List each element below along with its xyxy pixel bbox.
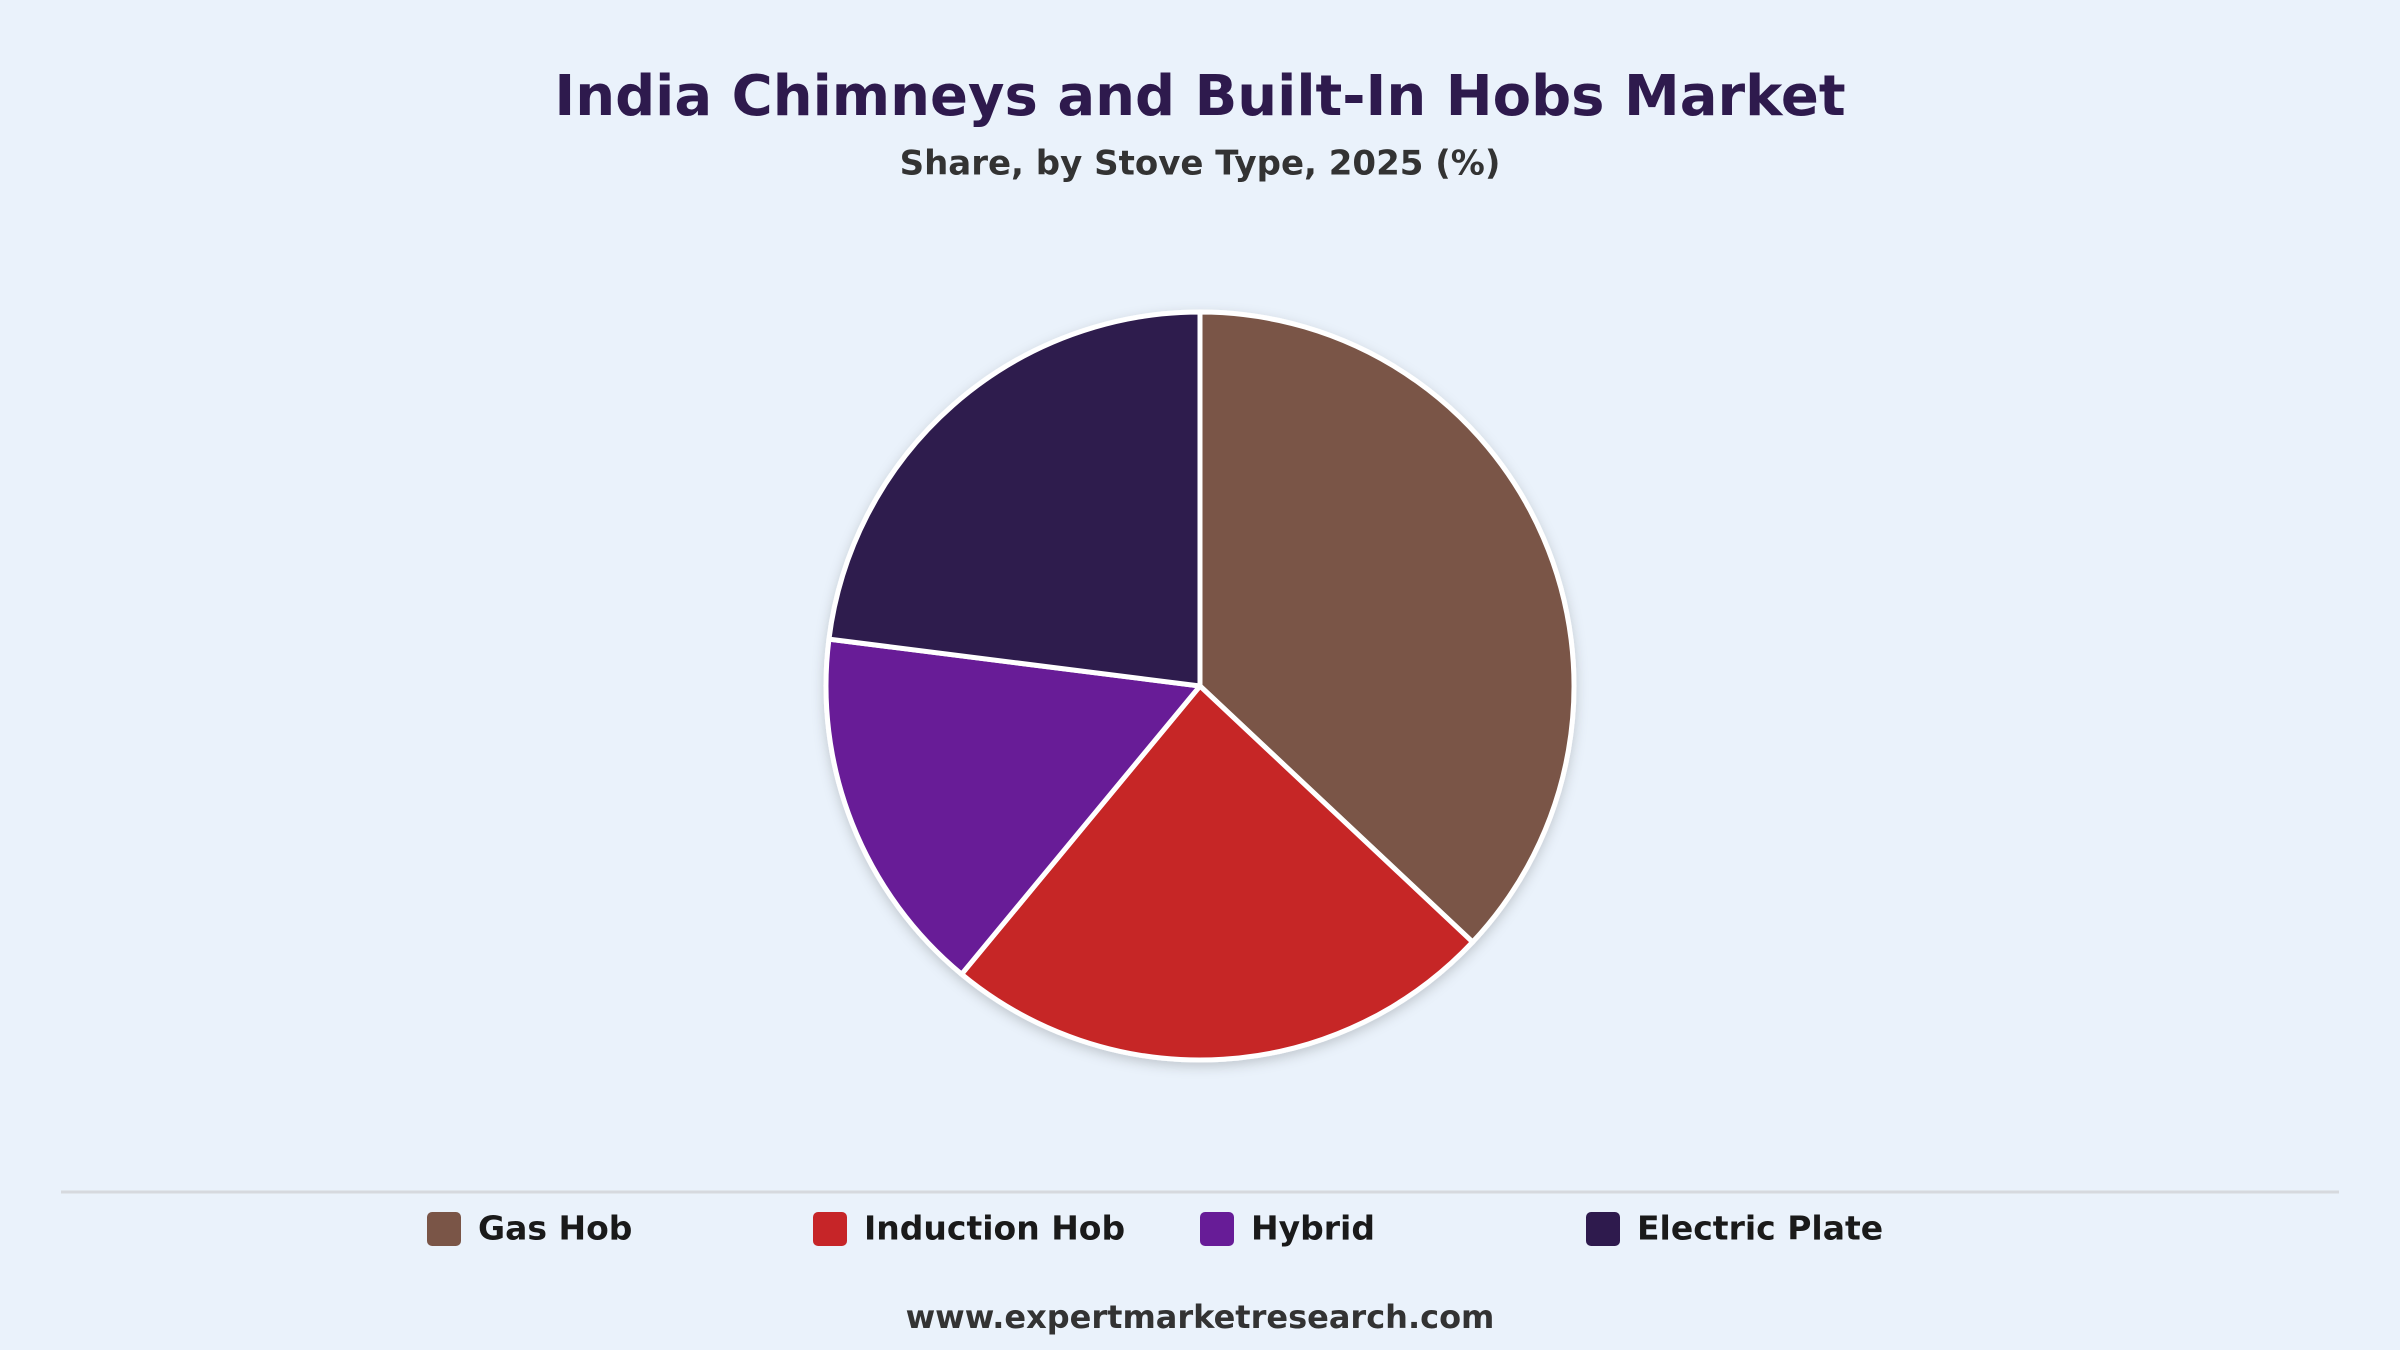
legend-label: Gas Hob bbox=[478, 1209, 632, 1248]
pie-slice bbox=[826, 309, 1203, 689]
chart-title: India Chimneys and Built-In Hobs Market bbox=[554, 64, 1845, 129]
legend: Gas Hob Induction Hob Hybrid Electric Plate bbox=[427, 1209, 1883, 1248]
pie-slice bbox=[959, 683, 1476, 1063]
legend-label: Electric Plate bbox=[1637, 1209, 1883, 1248]
pie bbox=[823, 309, 1577, 1063]
legend-label: Induction Hob bbox=[864, 1209, 1125, 1248]
chart-subtitle: Share, by Stove Type, 2025 (%) bbox=[900, 144, 1501, 184]
footer: www.expertmarketresearch.com bbox=[906, 1298, 1495, 1336]
legend-swatch bbox=[1586, 1212, 1620, 1246]
legend-label: Hybrid bbox=[1251, 1209, 1375, 1248]
pie-slice bbox=[1197, 309, 1577, 945]
legend-swatch bbox=[813, 1212, 847, 1246]
pie-slice bbox=[823, 636, 1203, 977]
legend-swatch bbox=[1200, 1212, 1234, 1246]
legend-swatch bbox=[427, 1212, 461, 1246]
